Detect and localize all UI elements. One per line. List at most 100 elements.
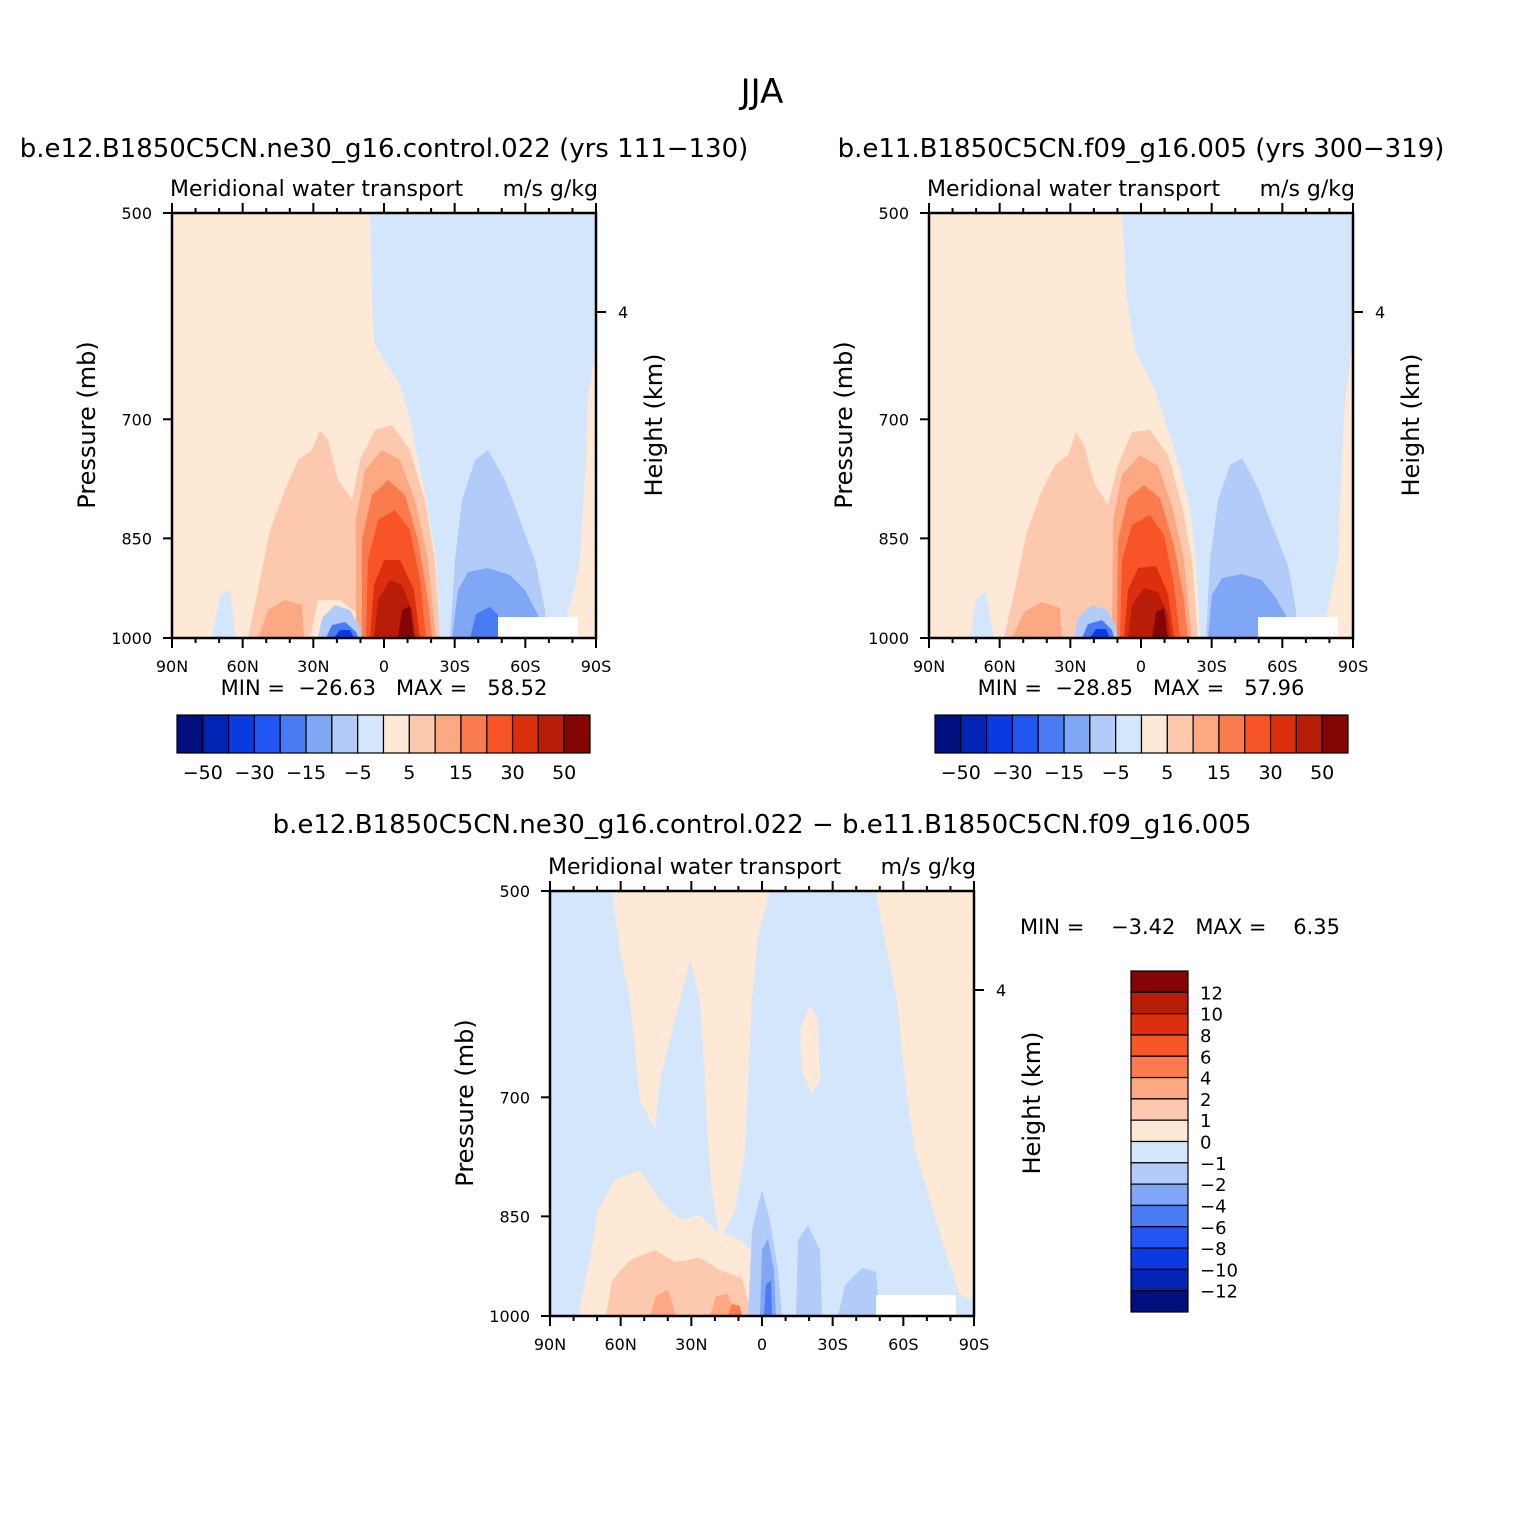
y-tick-label: 1000 <box>489 1307 530 1326</box>
contour-field <box>550 891 974 1316</box>
y-tick-label: 500 <box>499 882 530 901</box>
y-tick-label: 500 <box>878 204 909 223</box>
x-tick-label: 90N <box>156 657 188 676</box>
contour-neg-1c <box>838 1268 880 1316</box>
x-tick-label: 30N <box>675 1335 707 1354</box>
stats-text: MIN = −26.63 MAX = 58.52 <box>221 676 548 700</box>
colorbar-cell <box>511 714 539 754</box>
colorbar-label: 5 <box>1161 762 1173 784</box>
colorbar-cell <box>1130 1098 1189 1121</box>
y-tick-label: 850 <box>121 529 152 548</box>
colorbar-label: 15 <box>1207 762 1231 784</box>
colorbar-label: −15 <box>286 762 326 784</box>
colorbar-cell <box>1130 1076 1189 1100</box>
subtitle-left: Meridional water transport <box>548 855 841 880</box>
subtitle-right: m/s g/kg <box>1260 177 1355 202</box>
colorbar-label: −1 <box>1200 1154 1227 1175</box>
stats-text: MIN = −28.85 MAX = 57.96 <box>978 676 1305 700</box>
colorbar-cell <box>1295 714 1323 754</box>
y-axis-label-right: Height (km) <box>1018 1032 1046 1175</box>
contour-pos-2b <box>710 1294 736 1316</box>
colorbar-cell <box>1244 714 1272 754</box>
x-tick-label: 90S <box>581 657 612 676</box>
missing-data-patch <box>1258 617 1338 638</box>
colorbar-cell <box>1011 714 1039 754</box>
colorbar-cell <box>202 714 230 754</box>
x-tick-label: 30N <box>297 657 329 676</box>
contour-neg-5 <box>1090 629 1110 638</box>
colorbar-label: 30 <box>1258 762 1282 784</box>
colorbar-cell <box>1063 714 1091 754</box>
colorbar-label: −15 <box>1044 762 1084 784</box>
missing-data-patch <box>876 1295 956 1316</box>
missing-data-patch <box>498 617 578 638</box>
contour-neg-2 <box>760 1238 776 1316</box>
contour-neg-5 <box>334 630 354 638</box>
colorbar-label: −5 <box>344 762 372 784</box>
x-tick-label: 30S <box>817 1335 848 1354</box>
contour-pos-8 <box>398 606 414 638</box>
x-tick-label: 60S <box>1267 657 1298 676</box>
colorbar-cell <box>382 714 410 754</box>
colorbar-cell <box>1130 1140 1189 1164</box>
colorbar-cell <box>486 714 514 754</box>
colorbar-label: 50 <box>552 762 576 784</box>
contour-neg-3 <box>764 1280 772 1316</box>
colorbar-label: −30 <box>234 762 274 784</box>
contour-pos-0c <box>876 891 974 1300</box>
colorbar-cell <box>1130 1226 1189 1249</box>
colorbar-label: −12 <box>1200 1282 1238 1303</box>
y-tick-label: 1000 <box>111 629 152 648</box>
colorbar-cell <box>176 714 204 754</box>
y-axis-label-right: Height (km) <box>1397 354 1425 497</box>
x-tick-label: 90S <box>959 1335 990 1354</box>
colorbar-cell <box>934 714 962 754</box>
y-axis-label-right: Height (km) <box>640 354 668 497</box>
contour-neg-1b <box>796 1225 822 1316</box>
x-tick-label: 30N <box>1054 657 1086 676</box>
x-tick-label: 60S <box>510 657 541 676</box>
colorbar-label: 50 <box>1310 762 1334 784</box>
y-tick-label: 700 <box>878 410 909 429</box>
right-tick-label: 4 <box>996 981 1006 1000</box>
colorbar-label: 6 <box>1200 1047 1211 1068</box>
colorbar-cell <box>1130 1183 1189 1207</box>
colorbar-cell <box>1130 1119 1189 1143</box>
colorbar-label: −5 <box>1102 762 1130 784</box>
stats-text: MIN = −3.42 MAX = 6.35 <box>1020 915 1340 939</box>
colorbar-cell <box>1130 991 1189 1015</box>
contour-pos-3 <box>728 1304 742 1316</box>
colorbar-cell <box>1166 714 1194 754</box>
contour-pos-2 <box>258 600 304 638</box>
colorbar-label: −50 <box>941 762 981 784</box>
colorbar-cell <box>563 714 591 754</box>
contour-neg-0b <box>970 592 994 638</box>
colorbar-label: 30 <box>500 762 524 784</box>
colorbar-cell <box>1089 714 1117 754</box>
colorbar-label: 4 <box>1200 1069 1211 1090</box>
colorbar-cell <box>1130 1162 1189 1185</box>
panel-left: b.e12.B1850C5CN.ne30_g16.control.022 (yr… <box>20 134 749 700</box>
contour-pos-2 <box>650 1290 676 1316</box>
panel-difference: b.e12.B1850C5CN.ne30_g16.control.022 − b… <box>273 810 1340 1318</box>
colorbar-label: −4 <box>1200 1196 1227 1217</box>
panel-title: b.e12.B1850C5CN.ne30_g16.control.022 − b… <box>273 810 1252 840</box>
colorbar-cell <box>1321 714 1349 754</box>
colorbar-label: 15 <box>449 762 473 784</box>
panel-right: b.e11.B1850C5CN.f09_g16.005 (yrs 300−319… <box>830 134 1444 700</box>
colorbar-cell <box>1130 1034 1189 1057</box>
colorbar-cell <box>331 714 359 754</box>
y-tick-label: 850 <box>499 1207 530 1226</box>
colorbar-cell <box>1037 714 1065 754</box>
contour-neg-0 <box>1122 213 1353 638</box>
colorbar-cell <box>357 714 385 754</box>
x-tick-label: 90N <box>534 1335 566 1354</box>
colorbar-label: 12 <box>1200 983 1223 1004</box>
x-tick-label: 0 <box>757 1335 767 1354</box>
right-tick-label: 4 <box>1375 303 1385 322</box>
y-tick-label: 700 <box>121 410 152 429</box>
contour-pos-2 <box>1012 602 1062 638</box>
contour-field <box>172 213 596 638</box>
